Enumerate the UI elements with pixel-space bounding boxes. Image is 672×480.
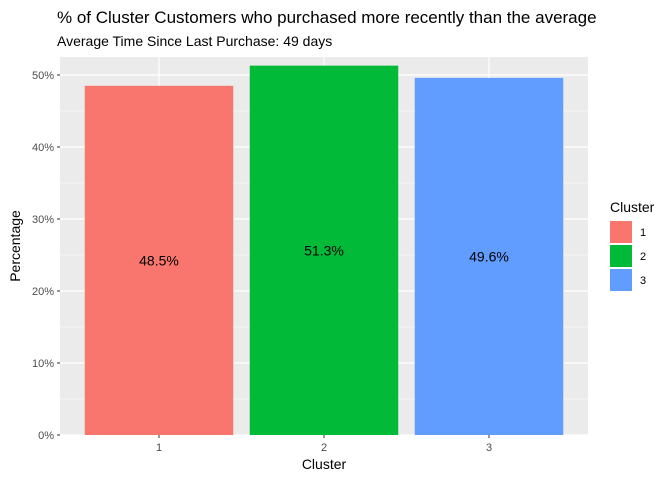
legend-items: 1 2 3 <box>610 221 646 291</box>
legend-swatch-2 <box>610 245 632 267</box>
y-axis-title: Percentage <box>7 210 23 282</box>
bar-cluster-3 <box>414 77 564 435</box>
data-label-cluster-2: 51.3% <box>304 242 344 258</box>
x-axis-title: Cluster <box>302 456 347 472</box>
y-tick-label: 30% <box>32 214 54 226</box>
y-axis: 0% 10% 20% 30% 40% 50% <box>32 70 60 442</box>
y-tick-label: 40% <box>32 142 54 154</box>
legend-swatch-1 <box>610 221 632 243</box>
chart-title: % of Cluster Customers who purchased mor… <box>57 8 597 27</box>
x-tick-label: 3 <box>486 442 492 454</box>
x-tick-label: 1 <box>156 442 162 454</box>
legend: Cluster 1 2 3 <box>610 199 655 291</box>
bar-cluster-2 <box>249 65 399 435</box>
legend-title: Cluster <box>610 199 655 215</box>
y-tick-label: 0% <box>38 430 54 442</box>
bar-cluster-1 <box>84 85 234 436</box>
bars <box>84 65 564 436</box>
x-tick-label: 2 <box>321 442 327 454</box>
data-labels: 48.5% 51.3% 49.6% <box>139 242 509 268</box>
legend-label-3: 3 <box>640 275 646 287</box>
y-tick-label: 50% <box>32 70 54 82</box>
y-tick-label: 10% <box>32 358 54 370</box>
data-label-cluster-3: 49.6% <box>469 248 509 264</box>
legend-label-1: 1 <box>640 227 646 239</box>
y-tick-label: 20% <box>32 286 54 298</box>
data-label-cluster-1: 48.5% <box>139 252 179 268</box>
x-axis: 1 2 3 <box>156 435 492 454</box>
legend-label-2: 2 <box>640 251 646 263</box>
legend-swatch-3 <box>610 269 632 291</box>
chart-subtitle: Average Time Since Last Purchase: 49 day… <box>57 33 332 49</box>
